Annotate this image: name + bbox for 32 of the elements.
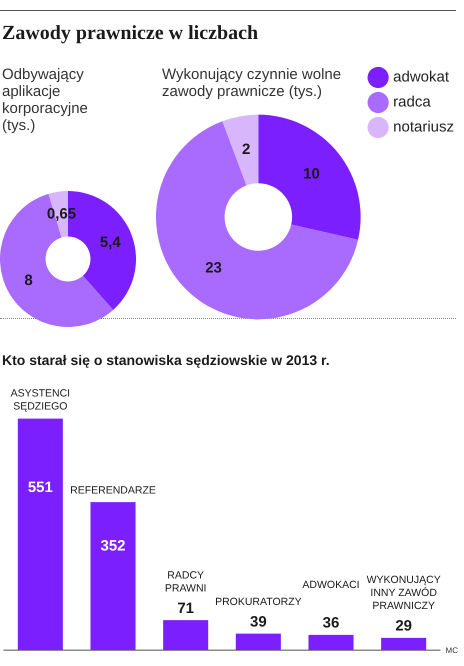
text: Wykonujący czynnie wolne zawody prawnicze (tys.) [162,66,342,100]
data-label: 2 [242,141,250,158]
data-label: 39 [250,613,267,630]
bar [18,418,63,650]
x-tick-label: ASYSTENCI SĘDZIEGO [10,388,70,413]
bar [236,634,281,650]
data-label: 0,65 [46,205,76,222]
data-label: 8 [24,272,33,290]
chart-title: Zawody prawnicze w liczbach [2,21,258,45]
data-label: 10 [303,166,320,183]
x-tick-label: RADCY PRAWNI [164,569,206,594]
data-label: 36 [322,614,340,632]
x-tick-label: REFERENDARZE [70,484,156,496]
data-label: 551 [28,479,53,496]
legend-label: adwokat [393,68,450,86]
bar [308,634,354,650]
data-label: 71 [177,600,194,617]
x-tick-label: WYKONUJĄCY INNY ZAWÓD PRAWNICZY [366,574,441,612]
bar [90,502,136,650]
text: MC [446,646,458,656]
x-tick-label: ADWOKACI [302,578,360,591]
data-label: 352 [100,538,126,555]
legend-label: radca [393,94,432,111]
x-tick-label: PROKURATORZY [215,596,302,608]
data-label: 5,4 [100,234,122,252]
data-label: 23 [205,259,222,276]
chart-title: Kto starał się o stanowiska sędziowskie w 2013 r. [2,352,330,369]
bar [381,638,426,650]
bar [163,620,208,650]
data-label: 29 [395,617,412,634]
legend-label: notariusz [393,118,454,136]
chart-subtitle: Odbywający aplikacje korporacyjne (tys.) [2,66,89,134]
